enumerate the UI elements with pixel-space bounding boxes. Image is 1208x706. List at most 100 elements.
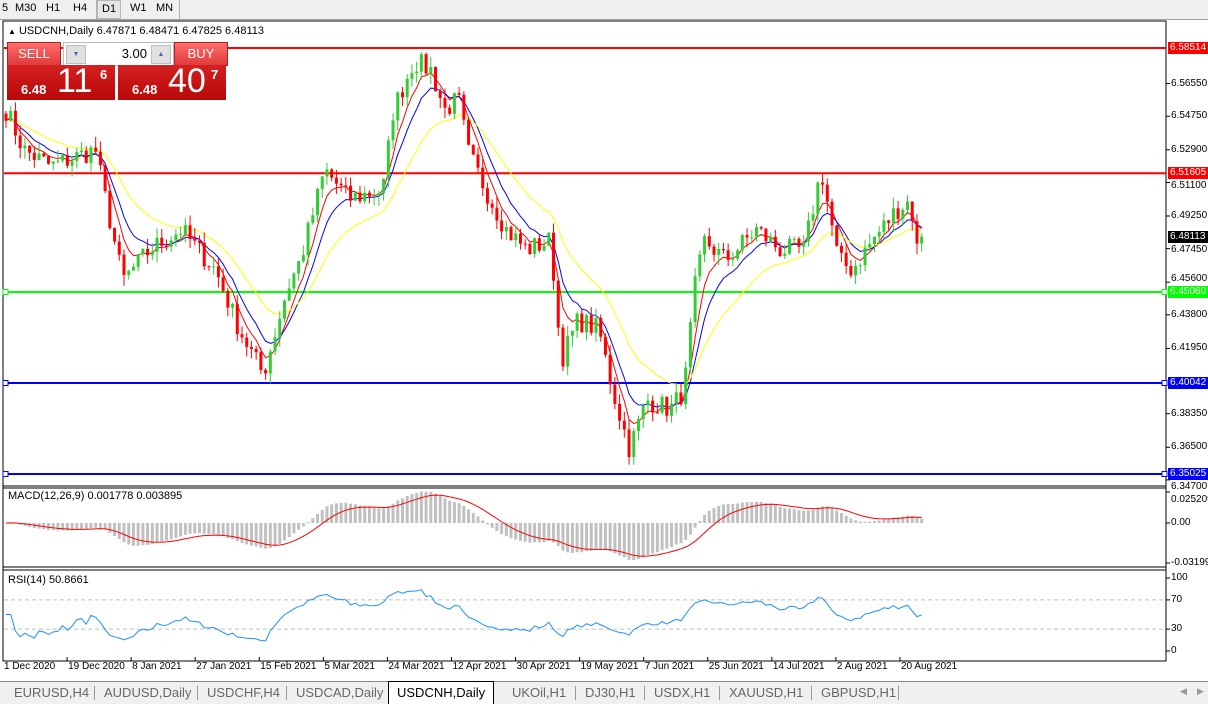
candle-body: [684, 367, 688, 405]
macd-histogram-bar: [646, 523, 650, 555]
timeframe-d1[interactable]: D1: [97, 0, 122, 19]
candle-body: [547, 232, 551, 246]
timeframe-h4[interactable]: H4: [73, 2, 88, 14]
candle-body: [183, 225, 187, 235]
candle-body: [98, 151, 102, 166]
chart-tab[interactable]: GBPUSD,H1: [821, 685, 897, 700]
candle-body: [377, 193, 381, 196]
sell-button[interactable]: SELL: [7, 42, 61, 66]
lot-size-input[interactable]: ▼ 3.00 ▲: [63, 42, 174, 66]
decrease-lot-icon[interactable]: ▼: [66, 45, 86, 64]
macd-histogram-bar: [712, 508, 716, 523]
date-tick-label: 8 Jan 2021: [132, 661, 182, 672]
candle-body: [94, 147, 98, 152]
candle-body: [136, 254, 140, 267]
macd-histogram-bar: [80, 523, 84, 530]
candle-body: [207, 266, 211, 268]
level-handle: [2, 470, 9, 477]
chart-tab[interactable]: AUDUSD,Daily: [104, 685, 192, 700]
macd-histogram-bar: [65, 523, 69, 531]
sell-price[interactable]: 6.48 11 6: [7, 65, 115, 100]
tab-separator: [197, 686, 198, 700]
candle-body: [698, 254, 702, 277]
macd-histogram-bar: [868, 521, 872, 523]
macd-histogram-bar: [839, 513, 843, 523]
chart-tab[interactable]: USDCAD,Daily: [296, 685, 384, 700]
candle-body: [660, 396, 664, 413]
macd-histogram-bar: [131, 523, 135, 546]
chart-tab[interactable]: USDX,H1: [654, 685, 711, 700]
macd-histogram-bar: [75, 523, 79, 530]
timeframe-m5[interactable]: 5: [2, 2, 9, 14]
macd-histogram-bar: [854, 520, 858, 523]
buy-button[interactable]: BUY: [174, 42, 228, 66]
macd-histogram-bar: [254, 523, 258, 547]
candle-body: [769, 236, 773, 242]
macd-histogram-bar: [509, 523, 513, 539]
candle-body: [481, 167, 485, 189]
candle-body: [273, 337, 277, 352]
macd-histogram-bar: [150, 523, 154, 545]
scroll-left-icon[interactable]: ◀: [1180, 686, 1187, 696]
candle-body: [509, 227, 513, 241]
price-tick-label: 6.56550: [1171, 77, 1208, 89]
collapse-triangle-icon[interactable]: ▲: [8, 27, 16, 36]
candle-body: [457, 92, 461, 95]
candle-body: [688, 322, 692, 368]
chart-tab[interactable]: XAUUSD,H1: [729, 685, 804, 700]
candle-body: [462, 94, 466, 120]
rsi-line: [6, 589, 922, 642]
timeframe-m30[interactable]: M30: [15, 2, 37, 14]
timeframe-h1[interactable]: H1: [46, 2, 61, 14]
date-tick-label: 25 Jun 2021: [708, 661, 764, 672]
buy-price[interactable]: 6.48 40 7: [118, 65, 226, 100]
candle-body: [358, 192, 362, 202]
macd-histogram-bar: [240, 523, 244, 543]
candle-body: [188, 225, 192, 239]
sell-price-prefix: 6.48: [21, 82, 47, 97]
macd-histogram-bar: [485, 523, 489, 525]
macd-histogram-bar: [806, 510, 810, 523]
chart-tab[interactable]: EURUSD,H4: [14, 685, 90, 700]
macd-histogram-bar: [330, 504, 334, 523]
candle-body: [127, 270, 131, 275]
macd-histogram-bar: [481, 520, 485, 523]
scroll-right-icon[interactable]: ▶: [1197, 686, 1204, 696]
candle-body: [806, 220, 810, 242]
candle-body: [174, 234, 178, 241]
timeframe-mn[interactable]: MN: [156, 2, 174, 14]
tab-separator: [575, 686, 576, 700]
macd-histogram-bar: [773, 504, 777, 523]
candle-body: [65, 154, 69, 166]
macd-histogram-bar: [207, 523, 211, 535]
macd-histogram-bar: [108, 523, 112, 533]
candle-body: [858, 265, 862, 267]
chart-tab[interactable]: UKOil,H1: [512, 685, 567, 700]
macd-histogram-bar: [707, 510, 711, 523]
macd-histogram-bar: [802, 510, 806, 523]
chart-tab[interactable]: DJ30,H1: [585, 685, 636, 700]
candle-body: [665, 396, 669, 416]
macd-histogram-bar: [415, 493, 419, 523]
candle-body: [164, 245, 168, 247]
date-tick-label: 19 Dec 2020: [68, 661, 125, 672]
chart-tab[interactable]: USDCHF,H4: [207, 685, 280, 700]
macd-histogram-bar: [164, 523, 168, 541]
level-handle: [1161, 288, 1168, 295]
increase-lot-icon[interactable]: ▲: [151, 45, 171, 64]
macd-histogram-bar: [552, 523, 556, 543]
candle-body: [23, 145, 27, 149]
candle-body: [490, 203, 494, 208]
macd-histogram-bar: [221, 523, 225, 537]
symbol-ohlc: USDCNH,Daily 6.47871 6.48471 6.47825 6.4…: [18, 25, 265, 37]
candle-body: [292, 273, 296, 289]
level-handle: [1161, 470, 1168, 477]
lot-size-value[interactable]: 3.00: [121, 46, 147, 61]
candle-body: [882, 220, 886, 232]
chart-tab[interactable]: USDCNH,Daily: [388, 681, 495, 704]
timeframe-w1[interactable]: W1: [130, 2, 147, 14]
price-tick-label: 6.51100: [1171, 180, 1207, 192]
candle-body: [386, 140, 390, 179]
candle-body: [825, 184, 829, 202]
